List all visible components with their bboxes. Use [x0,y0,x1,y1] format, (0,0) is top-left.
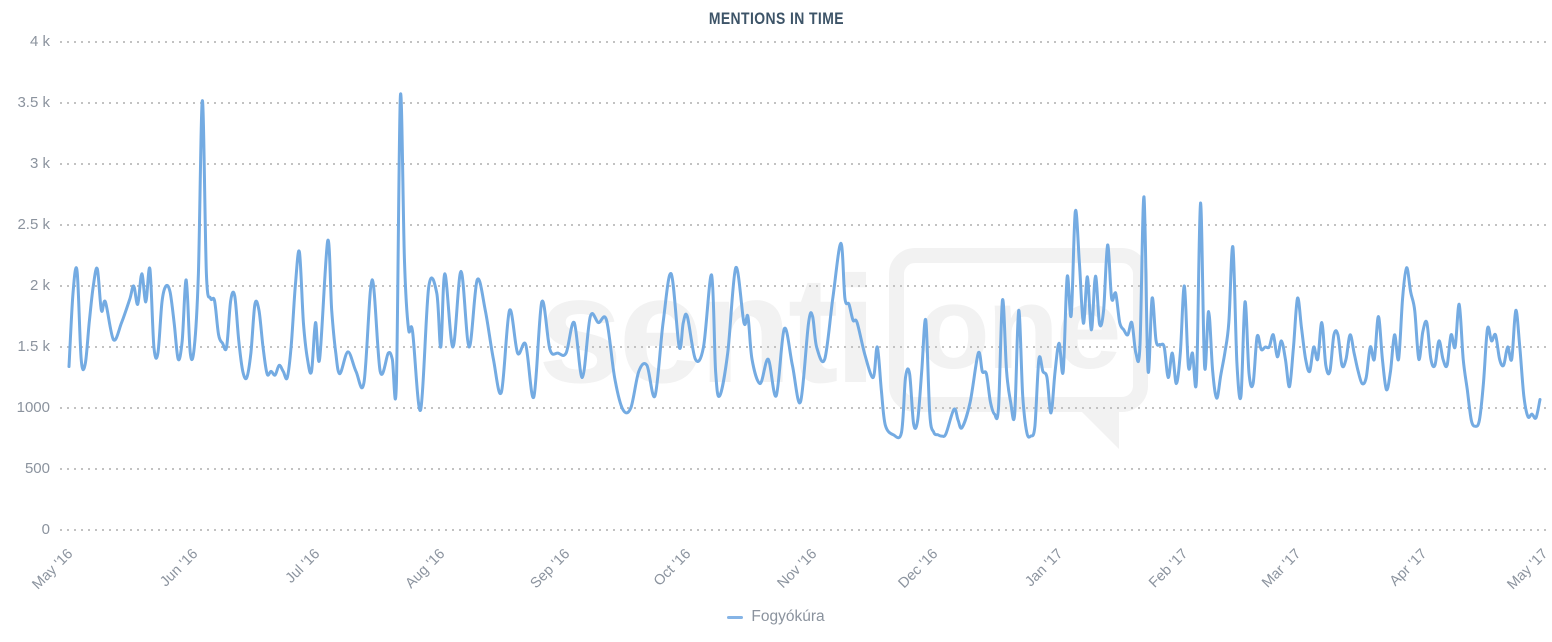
y-axis-label: 4 k [29,33,50,50]
y-axis-label: 1.5 k [17,338,50,355]
y-axis-label: 3 k [29,155,50,172]
legend-dash-icon [727,615,744,619]
legend-item-fogyokura[interactable]: Fogyókúra [727,608,825,626]
y-axis-label: 2 k [29,277,50,294]
gridline-0 [60,529,1546,531]
gridline-4k [60,41,1546,43]
gridline-1.5k [60,346,1546,348]
series-line-fogyokura[interactable] [67,92,1542,440]
y-axis-label: 0 [41,521,50,538]
y-axis-label: 2.5 k [17,216,50,233]
gridline-2k [60,285,1546,287]
legend-label: Fogyókúra [751,608,825,625]
y-axis-label: 3.5 k [17,94,50,111]
chart-title-text: MENTIONS IN TIME [708,9,844,28]
y-axis-label: 500 [24,460,50,477]
gridline-2.5k [60,224,1546,226]
gridline-3k [60,163,1546,165]
sentione-watermark: senti one [538,245,1148,449]
gridline-3.5k [60,102,1546,104]
y-axis-label: 1000 [16,399,50,416]
watermark-speech-bubble-icon: one [888,248,1148,449]
gridline-500 [60,468,1546,470]
chart-title: MENTIONS IN TIME [0,9,1552,29]
watermark-senti-text: senti [538,245,877,415]
legend: Fogyókúra [0,608,1552,626]
gridline-1000 [60,407,1546,409]
